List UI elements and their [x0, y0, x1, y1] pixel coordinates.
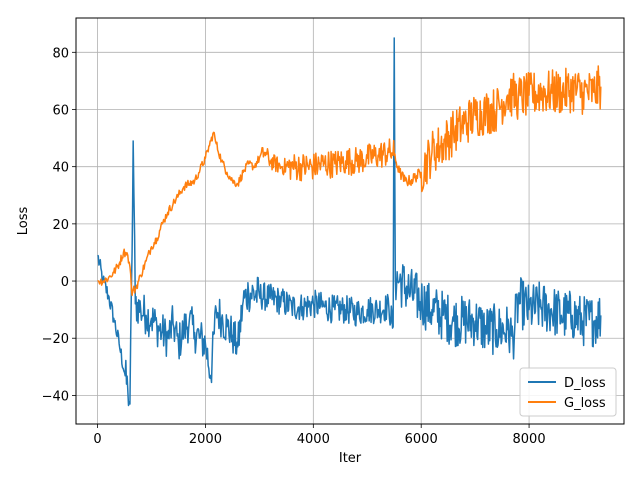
y-tick-label: −40: [42, 389, 69, 404]
y-tick-label: 20: [52, 218, 69, 233]
y-axis-ticks: −40 −20 0 20 40 60 80: [42, 46, 76, 404]
y-tick-label: 80: [52, 46, 69, 61]
x-tick-label: 2000: [189, 432, 222, 447]
x-tick-label: 6000: [405, 432, 438, 447]
legend: D_loss G_loss: [519, 367, 617, 417]
x-axis-label: Iter: [339, 451, 362, 466]
plot-frame: [75, 17, 625, 425]
x-axis-ticks: 0 2000 4000 6000 8000: [93, 424, 546, 447]
series-line-g-loss: [97, 65, 602, 297]
legend-box: [519, 367, 617, 417]
grid-lines: [76, 18, 624, 424]
legend-label-d-loss: D_loss: [564, 376, 606, 391]
legend-label-g-loss: G_loss: [564, 396, 606, 411]
series-line-d-loss: [97, 37, 602, 407]
y-tick-label: −20: [42, 332, 69, 347]
y-tick-label: 60: [52, 103, 69, 118]
x-tick-label: 8000: [513, 432, 546, 447]
series-layer: [97, 37, 602, 407]
y-axis-label: Loss: [16, 207, 31, 236]
x-tick-label: 4000: [297, 432, 330, 447]
y-tick-label: 0: [61, 275, 69, 290]
y-tick-label: 40: [52, 161, 69, 176]
x-tick-label: 0: [93, 432, 101, 447]
